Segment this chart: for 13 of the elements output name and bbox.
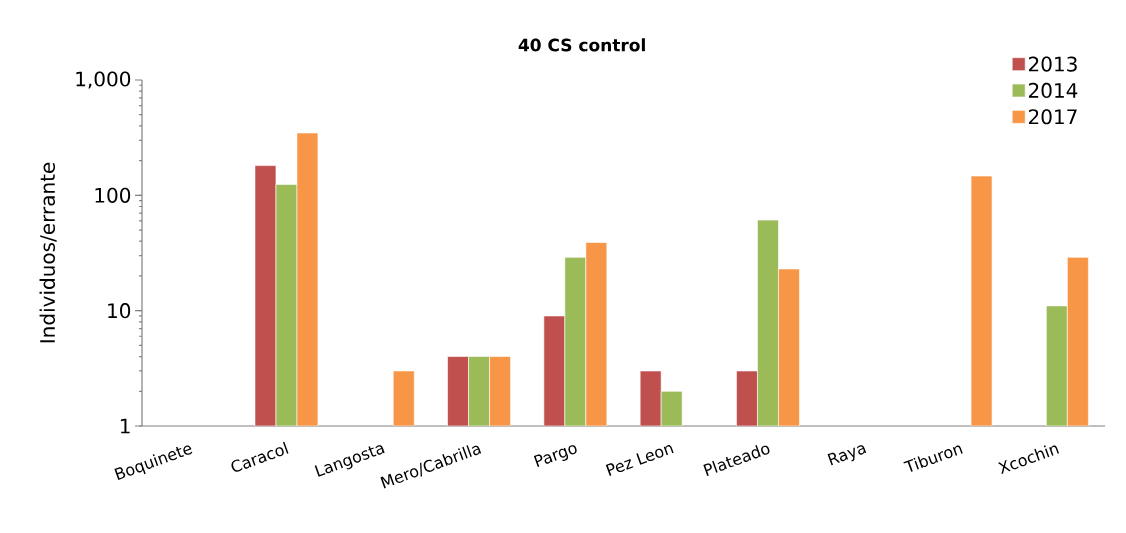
- legend-label: 2017: [1028, 109, 1077, 125]
- y-tick-label: 1: [120, 418, 130, 434]
- legend-label: 2013: [1028, 56, 1077, 72]
- y-axis-title: Individuos/errante: [39, 162, 57, 343]
- x-tick-label: Tiburon: [903, 445, 963, 472]
- x-tick-label: Raya: [827, 445, 867, 466]
- y-tick-label: 1,000: [76, 71, 131, 89]
- chart-title: 40 CS control: [518, 38, 645, 52]
- y-tick-label: 100: [95, 187, 131, 203]
- y-tick-label: 10: [108, 303, 131, 319]
- legend-label: 2014: [1028, 82, 1078, 98]
- x-tick-label: Pargo: [533, 445, 577, 468]
- x-tick-label: Pez Leon: [605, 445, 674, 476]
